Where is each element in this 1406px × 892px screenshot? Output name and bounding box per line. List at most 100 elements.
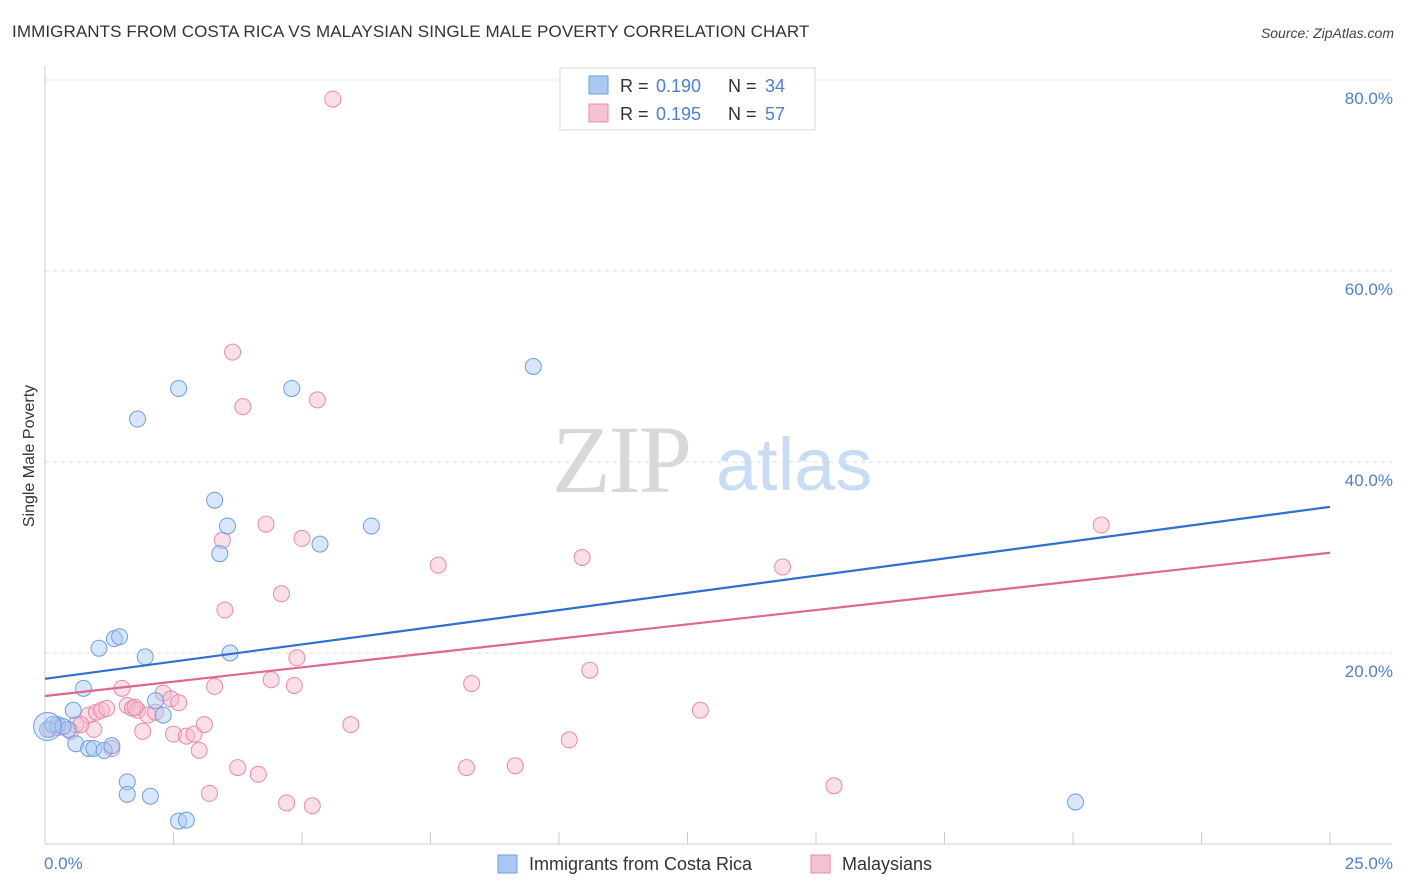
malaysians-point (303, 797, 321, 815)
malaysians-point (506, 757, 524, 775)
costa-rica-point (54, 718, 72, 736)
costa-rica-point (85, 740, 103, 757)
malaysians-point (262, 671, 280, 689)
malaysians-point (272, 585, 290, 603)
malaysians-point (308, 391, 326, 409)
costa-rica-point (103, 737, 121, 755)
costa-rica-point (206, 491, 224, 509)
malaysians-point (429, 556, 447, 574)
malaysians-point (165, 725, 182, 743)
costa-rica-points (33, 358, 1085, 830)
x-tick-label-max: 25.0% (1345, 854, 1393, 873)
costa-rica-point (75, 679, 93, 697)
costa-rica-point (211, 545, 229, 563)
costa-rica-point (118, 773, 136, 791)
costa-rica-point (67, 735, 85, 753)
costa-rica-point (111, 628, 129, 646)
malaysians-point (278, 794, 296, 812)
legend-swatch-costa-rica (588, 75, 609, 95)
costa-rica-point (147, 692, 165, 710)
legend-n-label-malaysians: N = (728, 104, 757, 124)
costa-rica-point (136, 648, 154, 666)
costa-rica-point (1067, 793, 1085, 811)
costa-rica-point (170, 379, 188, 397)
bottom-legend-label-costa-rica: Immigrants from Costa Rica (529, 854, 753, 874)
bottom-legend-swatch-costa-rica (497, 854, 518, 874)
malaysians-point (200, 784, 218, 802)
chart-title: IMMIGRANTS FROM COSTA RICA VS MALAYSIAN … (12, 22, 810, 41)
legend-n-value-costa-rica: 34 (765, 76, 785, 96)
malaysians-point (195, 716, 213, 734)
legend-r-value-costa-rica: 0.190 (656, 76, 701, 96)
series-legend: Immigrants from Costa Rica Malaysians (497, 854, 932, 874)
malaysians-point (691, 701, 709, 719)
legend-n-label-costa-rica: N = (728, 76, 757, 96)
malaysians-points (41, 90, 1110, 815)
malaysians-point (288, 649, 306, 667)
malaysians-point (126, 698, 144, 716)
malaysians-point (85, 720, 103, 738)
costa-rica-point (362, 517, 380, 535)
malaysians-point (206, 677, 224, 695)
malaysians-point (170, 694, 188, 712)
malaysians-point (457, 759, 475, 777)
costa-rica-point (129, 410, 147, 428)
malaysians-point (190, 741, 208, 759)
costa-rica-point (283, 379, 301, 397)
costa-rica-point (218, 517, 236, 535)
malaysians-point (774, 558, 792, 576)
malaysians-point (216, 601, 234, 619)
legend-r-label-costa-rica: R = (620, 76, 649, 96)
malaysians-point (234, 398, 252, 416)
malaysians-point (134, 722, 152, 740)
y-tick-label-20: 20.0% (1345, 662, 1393, 681)
malaysians-point (224, 343, 242, 361)
costa-rica-point (311, 535, 329, 553)
malaysians-point (825, 777, 843, 795)
legend-r-label-malaysians: R = (620, 104, 649, 124)
malaysians-point (129, 701, 147, 719)
watermark-atlas: atlas (716, 423, 872, 506)
malaysians-point (581, 661, 599, 679)
costa-rica-point (118, 785, 136, 803)
y-axis-label: Single Male Poverty (21, 385, 38, 527)
costa-rica-point (59, 720, 77, 738)
y-tick-label-60: 60.0% (1345, 280, 1393, 299)
costa-rica-point (524, 358, 542, 375)
y-tick-label-80: 80.0% (1345, 89, 1393, 108)
stats-legend: R = 0.190 N = 34 R = 0.195 N = 57 (559, 67, 816, 131)
malaysians-point (342, 716, 360, 734)
malaysians-point (249, 765, 267, 783)
watermark-zip: ZIP (552, 406, 690, 513)
malaysians-point (229, 759, 247, 777)
costa-rica-trend-line (44, 505, 1331, 680)
malaysians-point (285, 676, 303, 694)
malaysians-point (257, 515, 275, 533)
malaysians-point (293, 529, 311, 547)
malaysians-point (98, 699, 116, 717)
legend-n-value-malaysians: 57 (765, 104, 785, 124)
x-tick-label-min: 0.0% (44, 854, 83, 873)
costa-rica-point (154, 706, 172, 724)
costa-rica-point (44, 716, 62, 734)
malaysians-point (324, 90, 342, 108)
legend-swatch-malaysians (588, 103, 609, 123)
costa-rica-point (177, 811, 195, 829)
legend-r-value-malaysians: 0.195 (656, 104, 701, 124)
malaysians-point (72, 716, 90, 734)
bottom-legend-label-malaysians: Malaysians (842, 854, 932, 874)
gridlines (45, 79, 1392, 654)
bottom-legend-swatch-malaysians (810, 854, 831, 874)
malaysians-point (573, 549, 591, 566)
costa-rica-point (90, 639, 108, 657)
costa-rica-point (141, 787, 159, 805)
costa-rica-point (64, 701, 82, 719)
malaysians-point (463, 675, 481, 693)
malaysians-trend-line (44, 551, 1331, 698)
malaysians-point (560, 731, 578, 749)
malaysians-point (1092, 516, 1110, 534)
costa-rica-cluster-point (33, 712, 63, 742)
trend-lines (44, 505, 1331, 698)
source-credit: Source: ZipAtlas.com (1260, 25, 1394, 41)
